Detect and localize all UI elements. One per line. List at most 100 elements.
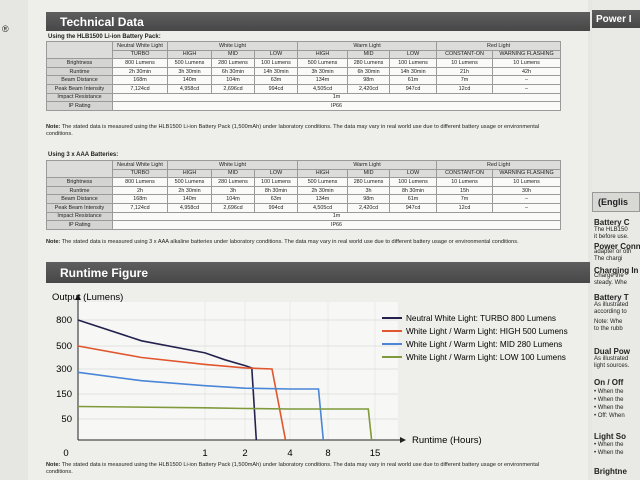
cell: 100 Lumens [389,58,438,68]
y-tick-label: 150 [56,389,72,400]
group-header: Neutral White Light [112,160,168,170]
data-row: Beam Distance 168m 140m 104m 63m 134m 98m 61m 7m… [46,194,562,204]
cell: 168m [112,194,168,204]
cell: 4,505cd [297,83,349,94]
x-axis-label: Runtime (Hours) [412,435,482,446]
text-line: steady. Whe [594,280,627,286]
row-label: Peak Beam Intensity [46,83,113,94]
cell: 63m [253,75,299,85]
cell: 1m [111,211,562,222]
group-header: Red Light [436,41,562,51]
text-line: Charge the [594,273,624,279]
mode-header: LOW [389,49,438,60]
x-arrow [400,437,406,443]
mode-header: TURBO [112,168,168,179]
mode-header: CONSTANT-ON [436,49,494,60]
text-line: it before use. [594,234,629,240]
cell: 15h [436,185,494,196]
section-header: Runtime Figure [46,262,590,283]
cell: 1m [111,92,562,103]
cell: 21h [436,66,494,77]
text-line: • When the [594,397,624,403]
data-row: Peak Beam Intensity 7,124cd 4,958cd 2,696cd… [46,202,562,213]
row-label: Beam Distance [46,194,113,204]
cell: 140m [167,194,212,204]
mode-header: MID [347,168,391,179]
cell: 10 Lumens [492,58,562,68]
group-row: Neutral White Light White Light Warm Light… [46,40,562,60]
cell: 3h 30min [167,66,212,77]
text-line: • When the [594,405,624,411]
cell: 3h [211,185,255,196]
heading: Charging In [594,266,639,275]
cell: – [492,83,562,94]
cell: 500 Lumens [167,58,212,68]
series-line [77,405,373,441]
heading: Dual Pow [594,347,631,356]
text-line: • When the [594,450,624,456]
row-label: Runtime [46,185,113,196]
heading: Brightne [594,467,627,476]
text-line: according to [594,309,627,315]
cell: – [492,194,562,204]
cell: 10 Lumens [436,58,494,68]
span-row: Impact Resistance 1m [46,211,562,222]
group-header: Red Light [436,160,562,170]
x-tick-label: 2 [242,448,247,459]
cell: 134m [297,75,349,85]
cell: 2h 30min [297,185,349,196]
cell: 2,696cd [211,83,255,94]
cell: 800 Lumens [112,177,168,187]
mode-header: HIGH [297,49,349,60]
cell: 994cd [253,83,299,94]
row-label: Impact Resistance [46,211,113,222]
group-header: Warm Light [297,41,438,51]
cell: 947cd [389,83,438,94]
note: Note: The stated data is measured using … [46,239,561,246]
cell: 100 Lumens [253,58,299,68]
cell: 61m [389,75,438,85]
cell: 8h 30min [389,185,438,196]
cell: 500 Lumens [297,177,349,187]
cell: 2h 30min [167,185,212,196]
text-line: Note: Whe [594,319,623,325]
mode-row: TURBO HIGH MID LOW HIGH MID LOW CONSTANT-ON WARN… [47,49,562,60]
cell: 2,696cd [211,202,255,213]
data-row: Peak Beam Intensity 7,124cd 4,958cd 2,696cd… [46,83,562,94]
mode-header: WARNING FLASHING [492,49,562,60]
row-label: Impact Resistance [46,92,113,103]
cell: 7m [436,194,494,204]
row-label: Beam Distance [46,75,113,85]
group-header: Neutral White Light [112,41,168,51]
cell: 947cd [389,202,438,213]
cell: 63m [253,194,299,204]
cell: 7,124cd [112,83,168,94]
cell: 14h 30min [253,66,299,77]
note-label: Note: [46,462,61,468]
cell: 800 Lumens [112,58,168,68]
cell: 100 Lumens [389,177,438,187]
legend-label: White Light / Warm Light: MID 280 Lumens [406,340,562,349]
text-line: • When the [594,442,624,448]
text-line: The HLB150 [594,227,628,233]
cell: 61m [389,194,438,204]
cell: 7,124cd [112,202,168,213]
cell: 500 Lumens [297,58,349,68]
spec-table: Neutral White Light White Light Warm Light… [46,159,562,230]
group-header: White Light [166,160,299,170]
row-label: IP Rating [46,101,113,111]
note: Note: The stated data is measured using … [46,124,561,138]
row-label: Runtime [46,66,113,77]
edge-mark: ® [2,24,9,34]
note-text: The stated data is measured using 3 x AA… [61,239,519,245]
data-row: Brightness 800 Lumens 500 Lumens 280 Lumens… [46,58,562,68]
cell: – [492,202,562,213]
y-arrow [75,294,81,300]
spec-table: Neutral White Light White Light Warm Light… [46,40,562,111]
cell: 3h [347,185,391,196]
row-label: Brightness [46,58,113,68]
note-text: The stated data is measured using the HL… [46,124,540,137]
mode-header: TURBO [112,49,168,60]
data-row: Beam Distance 168m 140m 104m 63m 134m 98m 61m 7m… [46,75,562,85]
